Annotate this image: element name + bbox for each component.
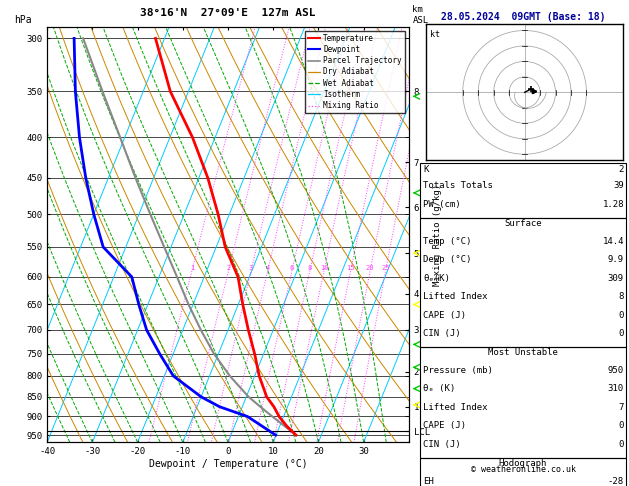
Text: 950: 950 [608, 366, 624, 375]
Text: 6: 6 [290, 265, 294, 271]
Text: 9.9: 9.9 [608, 255, 624, 264]
Text: 8: 8 [618, 292, 624, 301]
Text: 0: 0 [618, 311, 624, 320]
Text: PW (cm): PW (cm) [423, 200, 461, 209]
Text: K: K [423, 165, 429, 174]
Text: 0: 0 [618, 421, 624, 431]
Text: 8: 8 [308, 265, 312, 271]
Text: 2: 2 [226, 265, 230, 271]
Text: 310: 310 [608, 384, 624, 394]
Text: km
ASL: km ASL [413, 5, 428, 25]
Text: 38°16'N  27°09'E  127m ASL: 38°16'N 27°09'E 127m ASL [140, 8, 316, 18]
Text: 3: 3 [249, 265, 253, 271]
Text: 20: 20 [366, 265, 374, 271]
Text: θₑ (K): θₑ (K) [423, 384, 455, 394]
Text: 25: 25 [381, 265, 390, 271]
Legend: Temperature, Dewpoint, Parcel Trajectory, Dry Adiabat, Wet Adiabat, Isotherm, Mi: Temperature, Dewpoint, Parcel Trajectory… [305, 31, 405, 113]
Text: Lifted Index: Lifted Index [423, 403, 488, 412]
Text: 309: 309 [608, 274, 624, 283]
Text: CIN (J): CIN (J) [423, 329, 461, 338]
Text: 1: 1 [190, 265, 194, 271]
Text: EH: EH [423, 477, 434, 486]
Text: 28.05.2024  09GMT (Base: 18): 28.05.2024 09GMT (Base: 18) [441, 12, 605, 22]
Text: kt: kt [430, 30, 440, 39]
X-axis label: Dewpoint / Temperature (°C): Dewpoint / Temperature (°C) [148, 459, 308, 469]
Text: 0: 0 [618, 329, 624, 338]
Text: 1.28: 1.28 [603, 200, 624, 209]
Text: CIN (J): CIN (J) [423, 440, 461, 449]
Text: 39: 39 [613, 181, 624, 191]
Text: Pressure (mb): Pressure (mb) [423, 366, 493, 375]
Text: Dewp (°C): Dewp (°C) [423, 255, 472, 264]
Text: 14.4: 14.4 [603, 237, 624, 246]
Text: 10: 10 [320, 265, 328, 271]
Text: Temp (°C): Temp (°C) [423, 237, 472, 246]
Text: 7: 7 [618, 403, 624, 412]
Text: CAPE (J): CAPE (J) [423, 421, 466, 431]
Text: Most Unstable: Most Unstable [488, 348, 558, 358]
Text: Surface: Surface [504, 219, 542, 228]
Text: © weatheronline.co.uk: © weatheronline.co.uk [470, 465, 576, 474]
Text: CAPE (J): CAPE (J) [423, 311, 466, 320]
Text: -28: -28 [608, 477, 624, 486]
Text: 4: 4 [265, 265, 270, 271]
Text: 2: 2 [618, 165, 624, 174]
Text: Hodograph: Hodograph [499, 459, 547, 469]
Text: hPa: hPa [14, 15, 32, 25]
Text: Lifted Index: Lifted Index [423, 292, 488, 301]
Text: Totals Totals: Totals Totals [423, 181, 493, 191]
Text: θₑ(K): θₑ(K) [423, 274, 450, 283]
Y-axis label: Mixing Ratio (g/kg): Mixing Ratio (g/kg) [433, 183, 442, 286]
Text: 0: 0 [618, 440, 624, 449]
Text: 15: 15 [347, 265, 355, 271]
